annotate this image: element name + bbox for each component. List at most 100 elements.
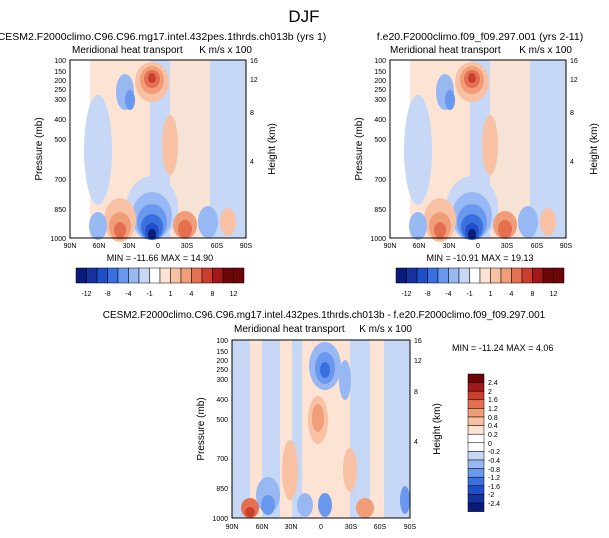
colorbar-label: -1	[466, 291, 472, 298]
panel-3-title: CESM2.F2000climo.C96.C96.mg17.intel.432p…	[103, 310, 546, 321]
panel-1-y-ticks: 100 150 200 250 300 400 500 700 850 1000	[50, 58, 66, 243]
panel-1-y2-ticks: 16 12 8 4	[250, 58, 258, 166]
x-tick: 90S	[404, 524, 417, 531]
y-tick: 500	[216, 417, 228, 424]
colorbar-label: -1.2	[488, 475, 500, 482]
panel-2-y2-label: Height (km)	[589, 123, 600, 175]
panel-2-subtitle-left: Meridional heat transport	[390, 45, 501, 56]
colorbar-label: 2.4	[488, 380, 498, 387]
y-tick: 400	[54, 117, 66, 124]
panel-3-colorbar: 2.4 2 1.6 1.2 0.8 0.4 0.2 0 -0.2 -0.4 -0…	[467, 373, 500, 512]
colorbar-label: 2	[488, 389, 492, 396]
x-tick: 90N	[384, 243, 397, 250]
figure-title: DJF	[288, 7, 319, 26]
colorbar-label: 12	[550, 291, 558, 298]
colorbar-label: -0.4	[488, 458, 500, 465]
x-tick: 90S	[240, 243, 253, 250]
panel-2-colorbar: -12 -8 -4 -1 1 4 8 12	[395, 267, 565, 298]
colorbar-label: -1.6	[488, 484, 500, 491]
x-tick: 90N	[64, 243, 77, 250]
y-tick: 100	[374, 58, 386, 65]
y-tick: 500	[54, 137, 66, 144]
x-tick: 30S	[181, 243, 194, 250]
x-tick: 60N	[413, 243, 426, 250]
panel-3-y2-ticks: 16 12 8 4	[414, 338, 422, 446]
colorbar-label: -12	[401, 291, 411, 298]
x-tick: 0	[476, 243, 480, 250]
colorbar-label: -0.8	[488, 467, 500, 474]
panel-3-subtitle-left: Meridional heat transport	[234, 324, 345, 335]
y-tick: 100	[216, 338, 228, 345]
colorbar-label: 1.2	[488, 406, 498, 413]
y2-tick: 8	[414, 389, 418, 396]
colorbar-label: -2.4	[488, 501, 500, 508]
y-tick: 100	[54, 58, 66, 65]
y-tick: 150	[374, 69, 386, 76]
y-tick: 700	[374, 177, 386, 184]
y-tick: 850	[216, 486, 228, 493]
y2-tick: 8	[570, 110, 574, 117]
x-tick: 90S	[560, 243, 573, 250]
y-tick: 250	[54, 87, 66, 94]
y-tick: 300	[54, 97, 66, 104]
y-tick: 150	[216, 349, 228, 356]
y2-tick: 4	[414, 439, 418, 446]
panel-2-stats: MIN = -10.91 MAX = 19.13	[426, 253, 533, 263]
y-tick: 400	[374, 117, 386, 124]
y-tick: 150	[54, 69, 66, 76]
panel-1-stats: MIN = -11.66 MAX = 14.90	[107, 253, 213, 263]
x-tick: 30N	[123, 243, 136, 250]
colorbar-label: -2	[488, 492, 494, 499]
y2-tick: 12	[570, 77, 578, 84]
y2-tick: 8	[250, 110, 254, 117]
x-tick: 60N	[256, 524, 269, 531]
colorbar-label: 4	[510, 291, 514, 298]
x-tick: 60S	[211, 243, 224, 250]
colorbar-label: 8	[211, 291, 215, 298]
panel-3-y-label: Pressure (mb)	[196, 397, 207, 460]
y-tick: 200	[216, 358, 228, 365]
panel-2-subtitle-right: K m/s x 100	[519, 45, 572, 56]
y-tick: 1000	[212, 516, 228, 523]
panel-3-y-ticks: 100 150 200 250 300 400 500 700 850 1000	[212, 338, 228, 523]
y2-tick: 4	[250, 159, 254, 166]
panel-1-colorbar: -12 -8 -4 -1 1 4 8 12	[75, 267, 245, 298]
panel-2-plot-area	[389, 59, 567, 242]
panel-2-y2-ticks: 16 12 8 4	[570, 58, 578, 166]
y-tick: 1000	[370, 236, 386, 243]
panel-1-plot-area	[69, 59, 247, 242]
panel-1-subtitle-right: K m/s x 100	[199, 45, 252, 56]
x-tick: 30N	[285, 524, 298, 531]
colorbar-label: 8	[531, 291, 535, 298]
x-tick: 30S	[345, 524, 358, 531]
y-tick: 250	[216, 367, 228, 374]
colorbar-label: 0.4	[488, 423, 498, 430]
panel-3-y2-label: Height (km)	[432, 403, 443, 455]
x-tick: 30N	[443, 243, 456, 250]
y-tick: 300	[216, 377, 228, 384]
y-tick: 400	[216, 397, 228, 404]
y-tick: 850	[54, 207, 66, 214]
colorbar-label: -4	[445, 291, 451, 298]
panel-3: CESM2.F2000climo.C96.C96.mg17.intel.432p…	[103, 310, 554, 531]
colorbar-label: -8	[104, 291, 110, 298]
x-tick: 30S	[501, 243, 514, 250]
y-tick: 700	[54, 177, 66, 184]
colorbar-label: -1	[146, 291, 152, 298]
y2-tick: 4	[570, 159, 574, 166]
panel-3-stats: MIN = -11.24 MAX = 4.06	[452, 343, 553, 353]
panel-3-x-ticks: 90N 60N 30N 0 30S 60S 90S	[226, 524, 417, 531]
colorbar-label: 0	[488, 441, 492, 448]
y2-tick: 12	[250, 77, 258, 84]
panel-1: CESM2.F2000climo.C96.C96.mg17.intel.432p…	[0, 31, 326, 263]
panel-2-title: f.e20.F2000climo.f09_f09.297.001 (yrs 2-…	[377, 31, 583, 43]
colorbar-label: 4	[190, 291, 194, 298]
colorbar-label: -0.2	[488, 449, 500, 456]
x-tick: 60N	[93, 243, 106, 250]
colorbar-label: 0.2	[488, 432, 498, 439]
panel-2: f.e20.F2000climo.f09_f09.297.001 (yrs 2-…	[354, 31, 600, 263]
y-tick: 200	[374, 78, 386, 85]
panel-2-y-label: Pressure (mb)	[354, 117, 365, 180]
x-tick: 90N	[226, 524, 239, 531]
